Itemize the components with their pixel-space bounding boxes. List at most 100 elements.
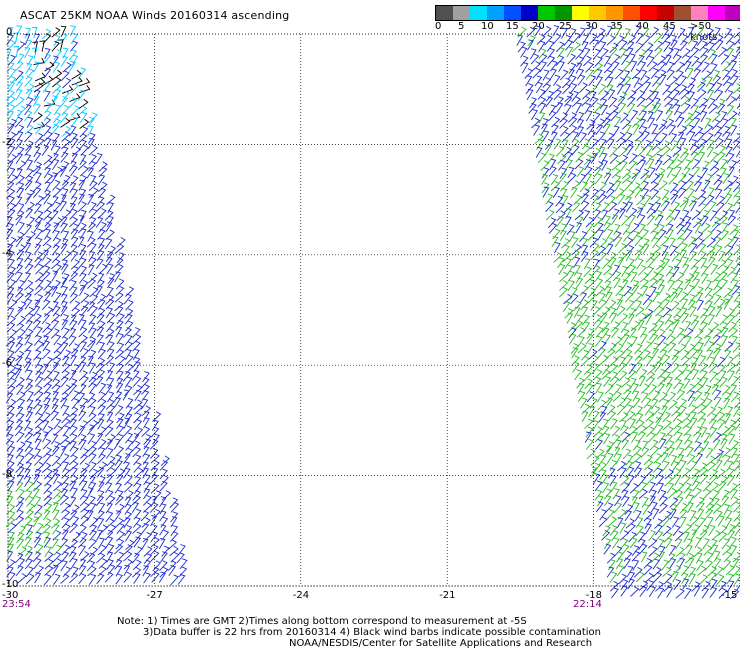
legend-label: 40	[636, 21, 649, 32]
wind-barb	[709, 371, 718, 383]
wind-barb	[43, 202, 53, 214]
wind-barb	[570, 180, 581, 191]
wind-barb	[579, 292, 588, 304]
wind-barb	[709, 210, 718, 222]
wind-barb	[44, 215, 53, 227]
wind-barb	[617, 193, 626, 205]
wind-barb	[669, 182, 679, 194]
wind-barb	[695, 238, 705, 249]
wind-barb	[662, 33, 671, 45]
wind-barb	[635, 525, 644, 537]
wind-barb	[720, 438, 728, 450]
legend-label: 25	[559, 21, 572, 32]
wind-barb	[52, 370, 60, 382]
wind-barb	[561, 27, 568, 39]
wind-barb	[567, 280, 575, 292]
wind-barb	[61, 319, 69, 331]
wind-barb	[644, 572, 655, 583]
wind-barb	[665, 223, 674, 235]
wind-barb	[662, 525, 672, 537]
wind-barb	[665, 103, 674, 115]
wind-barb	[88, 371, 98, 383]
wind-barb	[15, 231, 25, 243]
wind-barb	[661, 354, 671, 366]
wind-barb	[637, 425, 647, 436]
wind-barb	[116, 425, 125, 437]
wind-barb	[34, 257, 43, 269]
wind-barb	[684, 433, 692, 445]
wind-barb	[78, 257, 87, 269]
wind-barb	[692, 474, 699, 487]
wind-barb	[573, 264, 581, 276]
wind-barb	[648, 585, 657, 598]
wind-barb	[80, 300, 90, 311]
wind-barb	[628, 214, 637, 226]
wind-barb	[24, 328, 34, 340]
wind-barb	[548, 104, 557, 116]
wind-barb	[658, 284, 666, 296]
wind-barb	[658, 545, 666, 557]
wind-barb	[657, 123, 667, 135]
wind-barb	[537, 152, 547, 164]
wind-barb	[33, 334, 43, 346]
wind-barb	[582, 209, 591, 221]
wind-barb	[34, 203, 42, 215]
wind-barb	[601, 159, 609, 171]
wind-barb	[625, 201, 634, 213]
wind-barb	[104, 238, 113, 250]
wind-barb	[25, 201, 36, 213]
wind-barb	[537, 96, 547, 108]
wind-barb	[729, 60, 738, 72]
wind-barb	[731, 284, 740, 296]
wind-barb	[656, 223, 665, 235]
wind-barb	[726, 266, 736, 278]
wind-barb	[96, 529, 103, 541]
wind-barb	[628, 153, 638, 165]
wind-barb	[697, 411, 707, 423]
wind-barb	[672, 525, 681, 537]
wind-barb	[735, 251, 740, 263]
wind-barb	[614, 236, 623, 248]
wind-barb	[98, 447, 106, 459]
wind-barbs-layer	[5, 25, 740, 600]
wind-barb	[710, 538, 718, 550]
wind-barb	[16, 501, 24, 513]
wind-barb	[34, 370, 43, 382]
wind-barb	[722, 125, 731, 137]
wind-barb	[95, 375, 104, 387]
wind-barb	[622, 448, 632, 460]
wind-barb	[581, 138, 591, 150]
legend-swatch	[657, 6, 674, 20]
wind-barb	[539, 61, 547, 73]
wind-barb	[178, 566, 188, 578]
wind-barb	[656, 167, 666, 179]
wind-barb	[96, 201, 106, 212]
wind-barb	[143, 488, 151, 500]
wind-barb	[736, 369, 740, 381]
wind-barb	[597, 131, 606, 143]
wind-barb	[707, 89, 715, 101]
wind-barb	[704, 132, 714, 144]
wind-barb	[33, 398, 42, 410]
wind-barb	[720, 321, 729, 334]
wind-barb	[601, 529, 611, 541]
wind-barb	[735, 466, 740, 478]
wind-barb	[53, 418, 62, 430]
wind-barb	[43, 453, 52, 465]
wind-barb	[97, 391, 107, 403]
wind-barb	[16, 41, 26, 52]
wind-barb	[62, 250, 72, 261]
wind-barb	[663, 531, 673, 543]
wind-barb	[690, 46, 700, 58]
wind-barb	[674, 104, 681, 116]
wind-barb	[695, 286, 704, 297]
wind-barb	[714, 34, 724, 45]
wind-barb	[17, 466, 25, 478]
wind-barb	[8, 68, 17, 80]
wind-barb	[718, 580, 727, 592]
wind-barb	[655, 265, 665, 276]
wind-barb	[638, 214, 646, 226]
wind-barb	[116, 382, 124, 394]
wind-barb	[581, 88, 591, 100]
wind-barb	[650, 188, 660, 200]
